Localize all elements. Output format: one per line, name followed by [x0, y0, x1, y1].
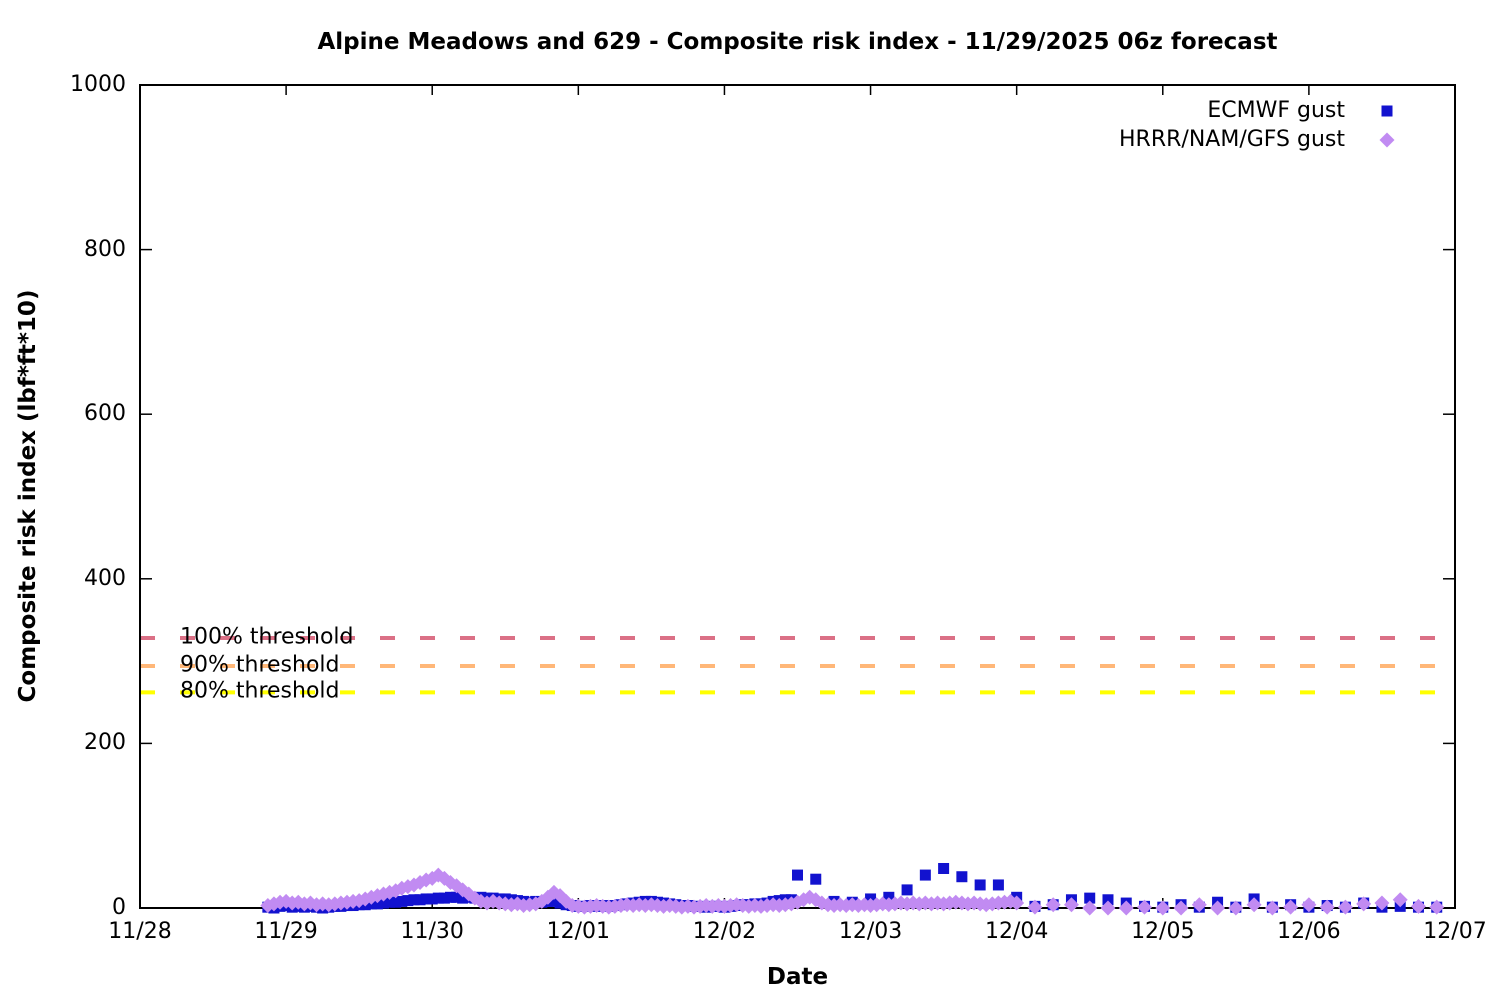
square-marker-icon [1381, 105, 1393, 116]
legend-label-hrrr: HRRR/NAM/GFS gust [1119, 127, 1345, 152]
y-tick-label: 1000 [70, 72, 126, 97]
axis-frame [139, 84, 1456, 909]
threshold-label: 100% threshold [180, 624, 354, 650]
y-tick-label: 600 [84, 401, 126, 427]
x-tick-label: 11/30 [400, 919, 464, 944]
threshold-lines [140, 636, 1440, 695]
x-tick-label: 12/04 [984, 919, 1049, 944]
chart-title: Alpine Meadows and 629 - Composite risk … [317, 29, 1278, 55]
x-tick-label: 12/01 [546, 919, 611, 944]
x-axis-label: Date [766, 964, 829, 990]
x-tick-label: 12/07 [1423, 919, 1487, 944]
x-ticks [139, 85, 1456, 908]
y-tick-label: 800 [84, 236, 126, 262]
x-tick-label: 12/02 [692, 919, 757, 944]
threshold-label: 80% threshold [180, 678, 340, 704]
legend-item-hrrr: HRRR/NAM/GFS gust [1119, 125, 1397, 154]
legend: ECMWF gust HRRR/NAM/GFS gust [1119, 96, 1397, 154]
legend-item-ecmwf: ECMWF gust [1207, 96, 1397, 125]
y-ticks [140, 84, 1455, 909]
y-tick-label: 0 [112, 895, 126, 920]
x-tick-label: 11/29 [254, 919, 318, 944]
x-tick-label: 11/28 [108, 919, 172, 944]
x-tick-label: 12/05 [1131, 919, 1195, 944]
x-tick-label: 12/03 [838, 919, 903, 944]
threshold-label: 90% threshold [180, 652, 340, 678]
y-tick-label: 200 [84, 730, 126, 756]
legend-marker-hrrr [1377, 130, 1397, 150]
legend-label-ecmwf: ECMWF gust [1207, 98, 1345, 123]
x-tick-label: 12/06 [1277, 919, 1341, 944]
legend-marker-ecmwf [1377, 101, 1397, 121]
y-tick-label: 400 [84, 565, 126, 591]
series-points-hrrr [260, 867, 1445, 916]
diamond-marker-icon [1379, 132, 1395, 147]
